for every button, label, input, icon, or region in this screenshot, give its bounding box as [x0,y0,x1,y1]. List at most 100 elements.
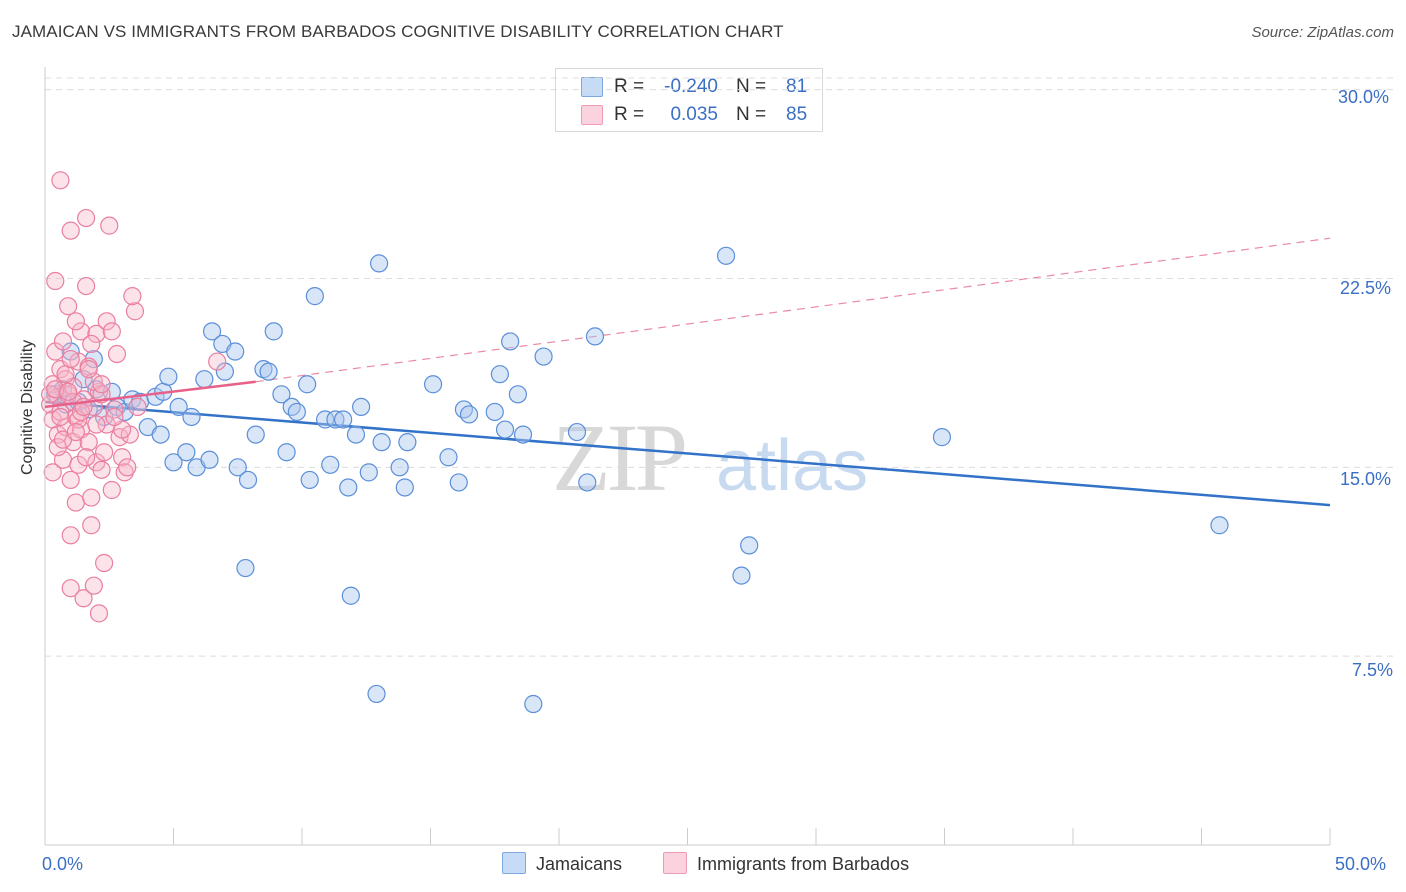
point-jamaicans [449,473,468,492]
point-barbados [51,407,70,427]
point-jamaicans [238,470,258,490]
point-jamaicans [228,458,247,477]
point-jamaicans [485,402,504,422]
point-barbados [61,526,80,545]
point-jamaicans [215,362,234,381]
point-barbados [56,365,75,384]
r-value: 0.035 [670,104,718,125]
point-jamaicans [395,478,414,497]
point-barbados [208,352,227,371]
point-barbados [79,433,98,452]
point-jamaicans [1210,516,1229,535]
point-jamaicans [439,448,458,467]
point-barbados [115,463,134,482]
legend-item-jamaicans[interactable]: Jamaicans [502,852,622,875]
point-jamaicans [236,558,255,578]
point-jamaicans [151,425,170,444]
y-tick-label: 7.5% [1352,660,1394,680]
trend-line-barbados-solid [44,380,256,409]
point-jamaicans [567,422,587,442]
chart-title: JAMAICAN VS IMMIGRANTS FROM BARBADOS COG… [12,22,784,41]
point-barbados [84,576,103,595]
point-jamaicans [513,425,533,444]
point-jamaicans [932,428,952,447]
point-jamaicans [352,397,371,417]
point-barbados [128,397,147,417]
point-barbados [92,375,111,394]
point-jamaicans [305,287,324,306]
point-barbados [66,312,85,331]
point-barbados [41,385,60,404]
point-barbados [105,400,124,419]
stats-box: R = -0.240 N = 81 R = 0.035 N = 85 [555,68,823,132]
point-jamaicans [264,322,283,341]
point-jamaicans [195,370,214,389]
stats-row-jamaicans: R = -0.240 N = 81 [556,73,822,101]
point-barbados [100,216,119,235]
point-barbados [118,458,137,477]
point-barbados [43,463,62,482]
legend-label-jamaicans: Jamaicans [536,854,623,874]
point-jamaicans [732,566,751,585]
legend-label-barbados: Immigrants from Barbados [697,854,910,874]
point-jamaicans [287,402,306,422]
point-barbados [92,460,111,479]
point-jamaicans [254,360,273,379]
point-barbados [89,604,109,623]
point-jamaicans [159,367,178,386]
point-barbados [79,360,98,379]
point-barbados [61,470,80,490]
point-jamaicans [585,327,605,346]
point-jamaicans [534,347,553,366]
point-jamaicans [459,405,479,424]
point-jamaicans [495,420,515,439]
r-label: R = [614,104,645,125]
point-jamaicans [182,407,201,427]
point-jamaicans [339,478,358,497]
point-jamaicans [164,453,183,472]
point-jamaicans [321,455,340,474]
point-barbados [112,448,132,467]
barbados-swatch [663,852,687,874]
n-label: N = [736,76,767,97]
point-jamaicans [501,332,520,351]
point-jamaicans [359,463,378,482]
point-jamaicans [316,410,335,429]
point-barbados [59,382,78,401]
jamaicans-swatch [502,852,526,874]
point-jamaicans [341,586,360,605]
point-barbados [46,342,65,361]
point-barbados [82,334,101,354]
point-jamaicans [259,362,278,381]
point-jamaicans [169,397,188,417]
x-tick-max: 50.0% [1335,854,1387,874]
point-barbados [51,171,70,190]
n-label: N = [736,104,767,125]
barbados-swatch [581,105,603,125]
point-jamaicans [346,425,366,444]
point-barbados [61,221,80,240]
point-jamaicans [524,694,543,714]
point-barbados [82,516,101,535]
point-jamaicans [454,400,474,419]
point-barbados [66,422,85,442]
point-barbados [125,302,145,321]
y-tick-label: 30.0% [1338,87,1390,107]
point-barbados [74,589,93,608]
point-barbados [71,322,91,341]
point-barbados [102,322,121,341]
point-jamaicans [398,433,417,452]
point-jamaicans [334,410,353,429]
legend-item-barbados[interactable]: Immigrants from Barbados [663,852,909,875]
point-barbados [53,332,73,351]
point-jamaicans [326,410,345,429]
point-jamaicans [390,458,409,477]
point-jamaicans [490,365,509,384]
point-barbados [87,415,106,434]
trend-line-jamaicans [44,400,1331,507]
point-barbados [66,493,85,512]
n-value: 85 [786,104,808,125]
y-tick-label: 22.5% [1340,278,1392,298]
point-jamaicans [202,322,222,341]
r-label: R = [614,76,645,97]
